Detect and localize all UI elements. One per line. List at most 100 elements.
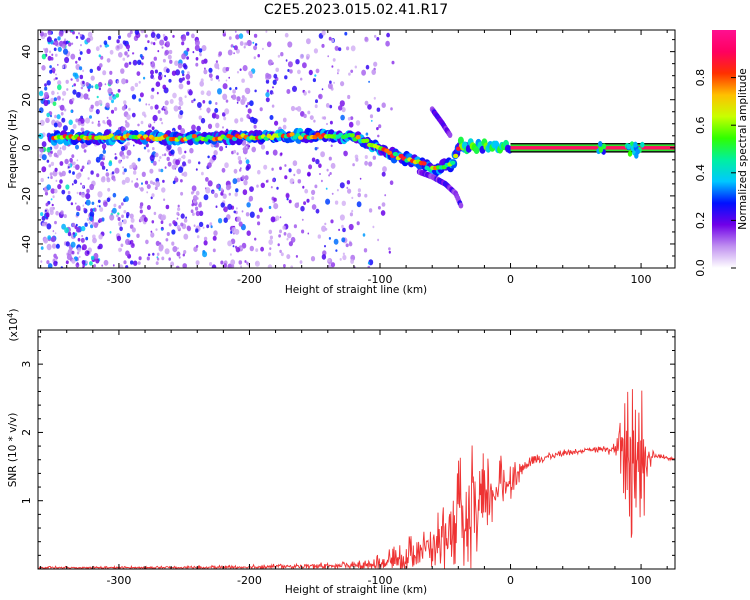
spectrogram-speckle-dot — [280, 252, 284, 257]
spectrogram-speckle-dot — [175, 159, 181, 166]
spectrogram-speckle-dot — [254, 89, 257, 93]
spectrogram-speckle-dot — [286, 232, 292, 239]
spectrogram-speckle-dot — [85, 82, 90, 87]
spectrogram-speckle-dot — [43, 32, 48, 37]
spectrogram-speckle-dot — [253, 56, 256, 60]
spectrogram-speckle-dot — [164, 43, 167, 46]
spectrogram-speckle-dot — [46, 147, 51, 153]
spectrogram-ridge — [47, 106, 675, 209]
spectrogram-speckle-dot — [145, 103, 148, 106]
spectrogram-speckle-dot — [140, 187, 144, 192]
spectrogram-speckle-dot — [234, 192, 238, 197]
spectrogram-speckle-dot — [245, 104, 248, 108]
spectrogram-speckle-dot — [261, 47, 264, 51]
spectrogram-speckle-dot — [346, 46, 350, 51]
spectrogram-speckle-dot — [229, 87, 232, 91]
spectrogram-speckle-dot — [125, 250, 130, 257]
spectrogram-speckle-dot — [161, 256, 165, 261]
spectrogram-speckle-dot — [70, 241, 76, 248]
spectrogram-speckle-dot — [57, 80, 62, 86]
spectrogram-speckle-dot — [52, 70, 56, 74]
spectrogram-speckle-dot — [126, 233, 131, 238]
spectrogram-speckle-dot — [118, 221, 123, 227]
spectrogram-speckle-dot — [141, 62, 144, 66]
spectrogram-speckle-dot — [148, 103, 150, 106]
spectrogram-speckle-dot — [364, 100, 369, 106]
spectrogram-speckle-dot — [200, 117, 206, 124]
spectrogram-speckle-dot — [167, 161, 172, 167]
spectrogram-speckle-dot — [178, 100, 184, 107]
spectrogram-speckle-dot — [304, 188, 309, 194]
spectrogram-speckle-dot — [355, 120, 361, 126]
spectrogram-x-axis: -300 -200 -100 0 100 — [40, 30, 668, 286]
spectrogram-speckle-dot — [57, 84, 62, 91]
spectrogram-speckle-dot — [278, 234, 281, 238]
spectrogram-speckle-dot — [146, 184, 151, 190]
spectrogram-speckle-dot — [378, 124, 382, 129]
spectrogram-speckle-dot — [306, 56, 309, 60]
spectrogram-speckle-dot — [82, 69, 85, 73]
spectrogram-speckle-dot — [86, 37, 91, 43]
spectrogram-speckle-dot — [161, 121, 164, 125]
spectrogram-speckle-dot — [223, 217, 228, 223]
spectrogram-speckle-dot — [341, 224, 344, 229]
spectrogram-speckle-dot — [54, 40, 59, 46]
spectrogram-speckle-dot — [43, 99, 49, 107]
spectrogram-speckle-dot — [254, 43, 258, 46]
spectrogram-speckle-dot — [116, 235, 122, 242]
spectrogram-speckle-dot — [236, 70, 240, 74]
spectrogram-speckle-dot — [363, 248, 368, 253]
spectrogram-speckle-dot — [285, 193, 290, 199]
spectrogram-speckle-dot — [180, 179, 183, 183]
spectrogram-speckle-dot — [161, 153, 164, 157]
spectrogram-speckle-dot — [201, 59, 205, 65]
spectrogram-speckle-dot — [292, 181, 295, 184]
spectrogram-speckle-dot — [124, 120, 128, 124]
spectrogram-speckle-dot — [272, 178, 276, 183]
spectrogram-speckle-dot — [64, 227, 69, 234]
y-tick-label: 2 — [20, 429, 33, 436]
spectrogram-speckle-dot — [191, 124, 196, 131]
spectrogram-speckle-dot — [62, 98, 64, 101]
spectrogram-speckle-dot — [64, 56, 70, 64]
spectrogram-speckle-dot — [302, 185, 305, 189]
spectrogram-speckle-dot — [177, 247, 179, 250]
steady-burst-point — [627, 150, 633, 157]
spectrogram-speckle-dot — [187, 71, 190, 75]
spectrogram-speckle-dot — [325, 227, 328, 231]
spectrogram-speckle-dot — [111, 171, 115, 175]
spectrogram-speckle-dot — [218, 51, 222, 56]
spectrogram-speckle-dot — [168, 78, 172, 83]
spectrogram-speckle-dot — [314, 147, 318, 151]
spectrogram-speckle-dot — [255, 248, 259, 253]
spectrogram-speckle-dot — [246, 202, 251, 208]
spectrogram-speckle-dot — [55, 210, 59, 216]
spectrogram-speckle-dot — [229, 253, 232, 256]
spectrogram-speckle-dot — [113, 178, 116, 182]
spectrogram-speckle-dot — [306, 198, 310, 203]
spectrogram-speckle-dot — [239, 41, 244, 46]
ridge-point — [457, 136, 464, 145]
spectrogram-speckle-dot — [116, 80, 120, 84]
spectrogram-speckle-dot — [177, 204, 180, 208]
spectrogram-speckle-dot — [51, 203, 54, 207]
spectrogram-speckle-dot — [116, 39, 120, 44]
spectrogram-speckle-dot — [321, 43, 325, 48]
spectrogram-speckle-dot — [118, 205, 122, 209]
spectrogram-speckle-dot — [364, 36, 368, 42]
spectrogram-speckle-dot — [127, 54, 130, 57]
spectrogram-speckle-dot — [81, 235, 83, 237]
spectrogram-speckle-dot — [376, 107, 381, 112]
spectrogram-speckle-dot — [191, 33, 195, 39]
spectrogram-speckle-dot — [145, 239, 149, 245]
spectrogram-speckle-dot — [125, 265, 129, 268]
spectrogram-speckle-dot — [94, 83, 99, 90]
spectrogram-speckle-dot — [272, 149, 278, 156]
steady-burst-point — [598, 141, 603, 147]
spectrogram-speckle-dot — [246, 261, 249, 265]
spectrogram-speckle-dot — [178, 96, 183, 102]
spectrogram-speckle-dot — [182, 161, 186, 167]
spectrogram-speckle-dot — [247, 108, 252, 114]
spectrogram-speckle-dot — [53, 152, 58, 158]
spectrogram-speckle-dot — [57, 46, 62, 52]
